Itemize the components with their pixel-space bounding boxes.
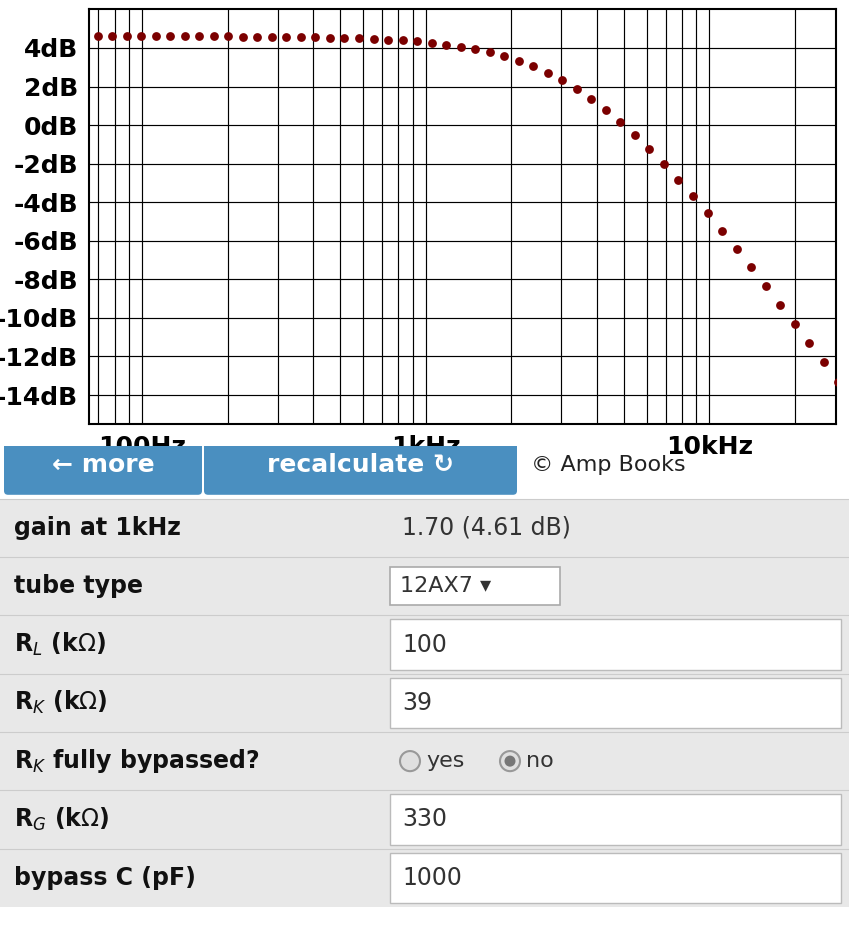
Point	[643, 142, 656, 157]
Text: © Amp Books: © Amp Books	[531, 455, 686, 475]
Bar	[0, 615, 849, 673]
Point	[672, 173, 685, 188]
Point	[715, 223, 728, 238]
Point	[279, 29, 293, 44]
Bar	[0, 499, 849, 557]
Point	[134, 29, 148, 44]
Point	[76, 29, 90, 44]
Point	[439, 37, 453, 52]
Point	[700, 206, 714, 221]
Text: tube type: tube type	[14, 574, 143, 598]
Point	[163, 29, 177, 44]
Point	[512, 53, 526, 68]
Circle shape	[500, 751, 520, 771]
Text: yes: yes	[426, 751, 464, 771]
Point	[469, 41, 482, 56]
Point	[178, 29, 192, 44]
Point	[628, 128, 642, 143]
Point	[424, 36, 438, 51]
Text: 39: 39	[402, 690, 432, 715]
Bar	[0, 557, 849, 615]
Point	[236, 29, 250, 44]
Point	[846, 394, 849, 409]
Point	[352, 31, 366, 46]
Point	[396, 33, 409, 48]
Point	[323, 30, 337, 45]
Point	[483, 45, 497, 60]
Text: 330: 330	[402, 808, 447, 831]
Bar	[390, 619, 841, 670]
Point	[773, 297, 787, 312]
Point	[831, 374, 845, 389]
Text: recalculate ↻: recalculate ↻	[267, 453, 454, 477]
FancyBboxPatch shape	[204, 434, 517, 494]
Point	[250, 29, 264, 44]
Point	[657, 157, 671, 172]
Point	[207, 29, 221, 44]
Point	[541, 65, 554, 80]
Bar	[0, 732, 849, 790]
Text: 100: 100	[402, 632, 447, 657]
Point	[120, 29, 133, 44]
Text: 12AX7 ▾: 12AX7 ▾	[400, 576, 491, 597]
Bar	[0, 673, 849, 732]
Point	[193, 29, 206, 44]
Bar	[390, 794, 841, 844]
Point	[309, 30, 323, 45]
Point	[338, 30, 351, 45]
Point	[555, 72, 569, 87]
Point	[381, 32, 395, 47]
FancyBboxPatch shape	[4, 434, 202, 494]
Point	[105, 29, 119, 44]
Circle shape	[400, 751, 420, 771]
Text: 1000: 1000	[402, 866, 462, 890]
Text: gain at 1kHz: gain at 1kHz	[14, 516, 181, 540]
Point	[149, 29, 162, 44]
Text: 1.70 (4.61 dB): 1.70 (4.61 dB)	[402, 516, 571, 540]
Point	[454, 39, 468, 54]
Point	[294, 29, 307, 44]
Point	[62, 29, 76, 44]
Point	[599, 102, 613, 117]
Circle shape	[504, 756, 515, 766]
Point	[802, 336, 816, 351]
Point	[265, 29, 278, 44]
Point	[817, 355, 830, 370]
Text: R$_K$ (k$\Omega$): R$_K$ (k$\Omega$)	[14, 689, 108, 717]
Bar	[390, 677, 841, 728]
Text: no: no	[526, 751, 554, 771]
Point	[222, 29, 235, 44]
Point	[91, 29, 104, 44]
Point	[614, 114, 627, 129]
Point	[410, 34, 424, 49]
Point	[498, 49, 511, 64]
Point	[526, 59, 540, 74]
Bar	[390, 853, 841, 902]
Text: R$_L$ (k$\Omega$): R$_L$ (k$\Omega$)	[14, 631, 106, 658]
Text: ← more: ← more	[52, 453, 155, 477]
Point	[745, 260, 758, 275]
Bar	[0, 790, 849, 849]
Bar	[0, 849, 849, 907]
Bar	[390, 567, 560, 605]
Point	[367, 31, 380, 46]
Text: R$_G$ (k$\Omega$): R$_G$ (k$\Omega$)	[14, 806, 110, 833]
Text: R$_K$ fully bypassed?: R$_K$ fully bypassed?	[14, 748, 260, 775]
Point	[686, 189, 700, 204]
Text: bypass C (pF): bypass C (pF)	[14, 866, 196, 890]
Point	[730, 242, 744, 257]
Point	[570, 82, 583, 97]
Point	[788, 316, 801, 331]
Point	[585, 91, 599, 106]
Point	[759, 279, 773, 294]
